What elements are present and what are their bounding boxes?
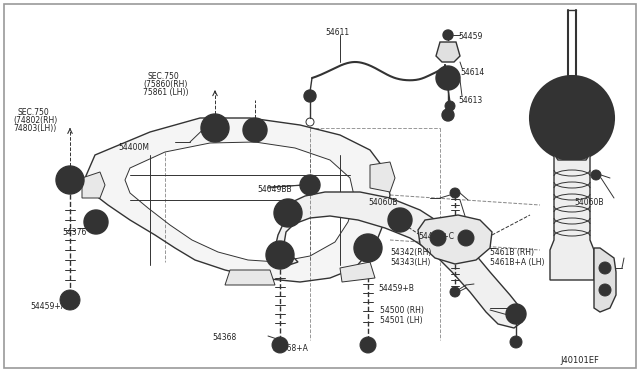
Polygon shape xyxy=(340,262,375,282)
Text: 54500 (RH): 54500 (RH) xyxy=(380,306,424,315)
Circle shape xyxy=(274,199,302,227)
Polygon shape xyxy=(82,172,105,198)
Text: J40101EF: J40101EF xyxy=(560,356,599,365)
Circle shape xyxy=(84,210,108,234)
Polygon shape xyxy=(594,248,616,312)
Circle shape xyxy=(243,118,267,142)
Circle shape xyxy=(442,72,454,84)
Circle shape xyxy=(266,241,294,269)
Circle shape xyxy=(430,230,446,246)
Circle shape xyxy=(207,120,223,136)
Text: 54343(LH): 54343(LH) xyxy=(390,258,430,267)
Circle shape xyxy=(510,336,522,348)
Circle shape xyxy=(304,90,316,102)
Circle shape xyxy=(599,262,611,274)
Circle shape xyxy=(360,240,376,256)
Circle shape xyxy=(388,208,412,232)
Polygon shape xyxy=(418,215,492,264)
Text: 54342(RH): 54342(RH) xyxy=(390,248,431,257)
Text: 54459+C: 54459+C xyxy=(418,232,454,241)
Circle shape xyxy=(354,234,382,262)
Text: 54060B: 54060B xyxy=(574,198,604,207)
Text: 54613: 54613 xyxy=(458,96,483,105)
Circle shape xyxy=(566,112,578,124)
Text: 54501 (LH): 54501 (LH) xyxy=(380,316,422,325)
Circle shape xyxy=(599,284,611,296)
Circle shape xyxy=(591,170,601,180)
Text: 54614: 54614 xyxy=(460,68,484,77)
Text: 54060B: 54060B xyxy=(368,198,397,207)
Circle shape xyxy=(248,123,262,137)
Polygon shape xyxy=(82,118,390,282)
Circle shape xyxy=(62,172,78,188)
Text: (74802(RH): (74802(RH) xyxy=(13,116,57,125)
Text: (75860(RH): (75860(RH) xyxy=(143,80,188,89)
Polygon shape xyxy=(125,142,355,262)
Text: 54459+B: 54459+B xyxy=(378,284,414,293)
Circle shape xyxy=(506,304,526,324)
Circle shape xyxy=(548,94,596,142)
Circle shape xyxy=(300,175,320,195)
Circle shape xyxy=(442,109,454,121)
Text: 5461B+A (LH): 5461B+A (LH) xyxy=(490,258,545,267)
Circle shape xyxy=(450,188,460,198)
Circle shape xyxy=(201,114,229,142)
Circle shape xyxy=(445,101,455,111)
Text: 75861 (LH)): 75861 (LH)) xyxy=(143,88,189,97)
Circle shape xyxy=(436,66,460,90)
Circle shape xyxy=(558,104,586,132)
Polygon shape xyxy=(275,192,522,328)
Text: 54611: 54611 xyxy=(325,28,349,37)
Text: 54049BB: 54049BB xyxy=(257,185,292,194)
Circle shape xyxy=(530,76,614,160)
Circle shape xyxy=(394,214,406,226)
Text: 5461B (RH): 5461B (RH) xyxy=(490,248,534,257)
Text: 54459: 54459 xyxy=(458,32,483,41)
Circle shape xyxy=(458,230,474,246)
Circle shape xyxy=(360,337,376,353)
Text: 54368+A: 54368+A xyxy=(272,344,308,353)
Text: SEC.750: SEC.750 xyxy=(148,72,180,81)
Circle shape xyxy=(280,205,296,221)
Circle shape xyxy=(450,287,460,297)
Polygon shape xyxy=(370,162,395,192)
Text: 54459+A: 54459+A xyxy=(30,302,66,311)
Circle shape xyxy=(538,84,606,152)
Text: 74803(LH)): 74803(LH)) xyxy=(13,124,56,133)
Polygon shape xyxy=(436,42,460,62)
Circle shape xyxy=(60,290,80,310)
Circle shape xyxy=(56,166,84,194)
Circle shape xyxy=(272,337,288,353)
Text: 54368: 54368 xyxy=(212,333,236,342)
Text: SEC.750: SEC.750 xyxy=(18,108,50,117)
Circle shape xyxy=(441,75,455,89)
Text: 54400M: 54400M xyxy=(118,143,149,152)
Circle shape xyxy=(443,30,453,40)
Polygon shape xyxy=(225,270,275,285)
Text: 54376: 54376 xyxy=(62,228,86,237)
Circle shape xyxy=(272,247,288,263)
Polygon shape xyxy=(550,154,594,280)
